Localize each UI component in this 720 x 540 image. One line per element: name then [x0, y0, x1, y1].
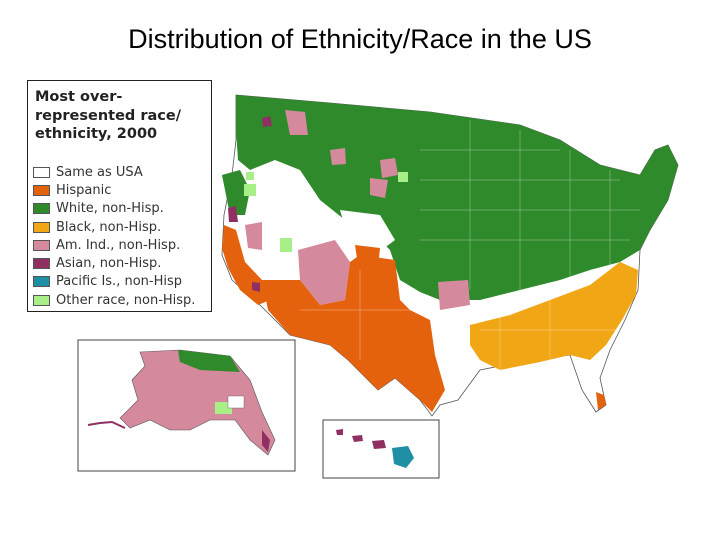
- legend-item: Am. Ind., non-Hisp.: [33, 236, 195, 254]
- region-white-north: [236, 95, 678, 300]
- hawaii-inset-frame: [322, 419, 440, 479]
- region-black-southeast: [470, 262, 638, 370]
- region-other-4: [246, 172, 254, 180]
- legend-heading-line: ethnicity, 2000: [35, 126, 158, 142]
- legend-item: Same as USA: [33, 163, 195, 181]
- hawaii-big-island: [392, 446, 414, 468]
- county-texture: [300, 120, 640, 370]
- region-other-2: [280, 238, 292, 252]
- legend-swatch: [33, 203, 50, 215]
- region-asian-ca2: [252, 282, 260, 292]
- hawaii-maui: [372, 440, 386, 449]
- region-same-west: [250, 175, 340, 250]
- legend-swatch: [33, 221, 50, 233]
- legend-label: Black, non-Hisp.: [56, 219, 162, 235]
- region-white-west: [222, 170, 250, 215]
- region-amind-dakota3: [330, 148, 346, 165]
- legend-item: Asian, non-Hisp.: [33, 254, 195, 272]
- legend-swatch: [33, 184, 50, 196]
- region-hispanic-colorado: [355, 245, 380, 268]
- legend-label: Hispanic: [56, 182, 112, 198]
- page-title: Distribution of Ethnicity/Race in the US: [128, 24, 592, 54]
- region-amind-nw: [285, 110, 308, 135]
- map-legend: Most over- represented race/ ethnicity, …: [27, 80, 212, 312]
- alaska-same: [227, 395, 245, 409]
- alaska-white-north: [178, 350, 240, 372]
- legend-swatch: [33, 276, 50, 288]
- alaska-aleutians: [87, 420, 126, 429]
- region-amind-ok: [438, 280, 470, 310]
- region-other-1: [244, 184, 256, 196]
- legend-item: Other race, non-Hisp.: [33, 291, 195, 309]
- region-other-3: [398, 172, 408, 182]
- legend-heading-line: Most over-: [35, 89, 123, 105]
- region-hispanic-florida: [596, 392, 606, 410]
- legend-label: Asian, non-Hisp.: [56, 256, 162, 272]
- legend-label: White, non-Hisp.: [56, 201, 164, 217]
- legend-item: Pacific Is., non-Hisp: [33, 273, 195, 291]
- alaska-other: [215, 402, 232, 414]
- region-asian-ca1: [228, 206, 238, 222]
- region-same-plains: [340, 210, 395, 255]
- legend-label: Am. Ind., non-Hisp.: [56, 237, 181, 253]
- legend-label: Pacific Is., non-Hisp: [56, 274, 182, 290]
- region-amind-nevada: [245, 222, 262, 250]
- alaska-shape: [119, 349, 276, 456]
- legend-swatch: [33, 239, 50, 251]
- legend-swatch: [33, 294, 50, 306]
- hawaii-oahu: [352, 435, 363, 442]
- legend-label: Same as USA: [56, 164, 143, 180]
- region-amind-southwest: [298, 240, 350, 305]
- legend-swatch: [33, 166, 50, 178]
- legend-item: Hispanic: [33, 181, 195, 199]
- legend-swatch: [33, 258, 50, 270]
- alaska-panhandle-asian: [262, 430, 270, 452]
- legend-item: White, non-Hisp.: [33, 200, 195, 218]
- legend-label: Other race, non-Hisp.: [56, 292, 196, 308]
- legend-heading-line: represented race/: [35, 107, 181, 124]
- legend-item: Black, non-Hisp.: [33, 218, 195, 236]
- hawaii-kauai: [336, 429, 343, 435]
- region-hispanic-southwest: [262, 255, 445, 412]
- legend-items: Same as USA Hispanic White, non-Hisp. Bl…: [33, 163, 195, 309]
- region-asian-wa: [262, 116, 272, 127]
- region-amind-dakota2: [370, 178, 388, 198]
- region-amind-dakota1: [380, 158, 398, 178]
- legend-heading: Most over- represented race/ ethnicity, …: [35, 88, 210, 144]
